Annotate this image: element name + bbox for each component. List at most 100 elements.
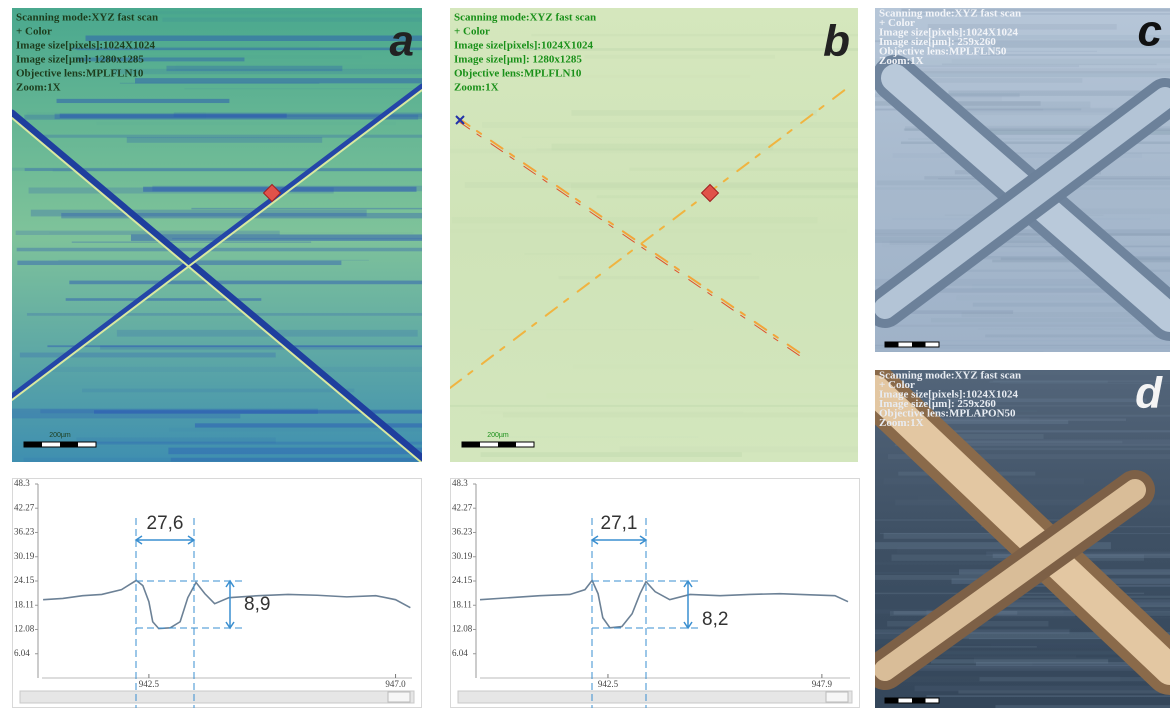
texture xyxy=(503,412,858,417)
texture xyxy=(571,110,816,116)
scale-bar xyxy=(912,342,926,347)
plot-frame xyxy=(451,479,860,708)
texture xyxy=(916,340,1170,341)
y-tick-label: 42.27 xyxy=(452,502,473,512)
texture xyxy=(131,234,422,240)
scrollbar xyxy=(20,691,414,703)
texture xyxy=(931,318,1170,322)
texture xyxy=(452,217,818,223)
y-tick-label: 18.11 xyxy=(14,599,34,609)
texture xyxy=(480,329,693,330)
y-tick-label: 48.3 xyxy=(14,478,30,488)
y-tick-label: 48.3 xyxy=(452,478,468,488)
scale-bar xyxy=(24,442,42,447)
scale-bar xyxy=(462,442,480,447)
panel-letter: b xyxy=(823,17,850,66)
texture xyxy=(536,181,797,183)
texture xyxy=(17,248,422,252)
texture xyxy=(952,59,1170,63)
scale-bar xyxy=(498,442,516,447)
texture xyxy=(185,88,422,89)
y-tick-label: 24.15 xyxy=(14,575,35,585)
x-tick-label: 947.0 xyxy=(385,679,406,689)
texture xyxy=(522,137,858,138)
scrollbar-thumb xyxy=(388,692,410,702)
texture xyxy=(912,663,1032,667)
overlay-text: Zoom:1X xyxy=(454,82,499,94)
texture xyxy=(17,261,341,265)
texture xyxy=(113,69,422,74)
texture xyxy=(502,436,699,438)
overlay-text: Zoom:1X xyxy=(879,55,924,67)
texture xyxy=(69,281,422,285)
overlay-text: Objective lens:MPLFLN10 xyxy=(454,68,582,80)
overlay-text: + Color xyxy=(16,26,52,38)
texture xyxy=(882,325,1150,327)
y-tick-label: 12.08 xyxy=(452,624,473,634)
y-tick-label: 12.08 xyxy=(14,624,35,634)
width-label: 27,1 xyxy=(601,513,638,534)
scale-bar xyxy=(885,342,899,347)
width-label: 27,6 xyxy=(147,513,184,534)
texture xyxy=(465,182,858,188)
y-tick-label: 24.15 xyxy=(452,575,473,585)
texture xyxy=(120,83,319,84)
texture xyxy=(875,676,1120,682)
micrograph: Scanning mode:XYZ fast scan+ ColorImage … xyxy=(12,8,422,462)
y-tick-label: 42.27 xyxy=(14,502,35,512)
texture xyxy=(24,458,422,462)
texture xyxy=(559,276,760,279)
x-tick-label: 947.9 xyxy=(812,679,833,689)
texture xyxy=(481,452,742,457)
scale-bar-label: 200µm xyxy=(487,432,509,439)
overlay-text: Objective lens:MPLFLN10 xyxy=(16,68,144,80)
x-tick-label: 942.5 xyxy=(139,679,160,689)
scrollbar-thumb xyxy=(826,692,848,702)
texture xyxy=(82,389,354,393)
scale-bar xyxy=(912,698,926,703)
texture xyxy=(12,409,318,414)
texture xyxy=(168,448,422,455)
y-tick-label: 30.19 xyxy=(452,551,473,561)
texture xyxy=(12,414,240,418)
texture xyxy=(926,695,1170,697)
panel-letter: a xyxy=(390,17,414,66)
plot-frame xyxy=(13,479,422,708)
y-tick-label: 36.23 xyxy=(452,527,473,537)
y-tick-label: 6.04 xyxy=(452,648,468,658)
texture xyxy=(72,242,311,243)
texture xyxy=(546,393,858,399)
texture xyxy=(40,135,422,138)
texture xyxy=(20,353,276,358)
overlay-text: + Color xyxy=(454,26,490,38)
texture xyxy=(524,253,751,254)
micrograph: Scanning mode:XYZ fast scan+ ColorImage … xyxy=(875,8,1170,352)
texture xyxy=(898,71,1170,77)
profile-chart: 48.342.2736.2330.1924.1518.1112.086.0494… xyxy=(12,478,422,708)
texture xyxy=(978,329,1170,330)
overlay-text: Zoom:1X xyxy=(16,82,61,94)
scale-bar-label: 200µm xyxy=(49,432,71,439)
texture xyxy=(49,367,422,372)
texture xyxy=(573,365,858,369)
figure: { "images": [ {"label": "a", "scale_bar"… xyxy=(0,0,1170,710)
overlay-text: Image size[pixels]:1024X1024 xyxy=(454,40,594,52)
overlay-text: Image size[µm]: 1280x1285 xyxy=(454,54,582,66)
texture xyxy=(985,335,1170,338)
texture xyxy=(57,99,230,103)
texture xyxy=(76,437,275,443)
texture xyxy=(629,168,858,171)
depth-label: 8,2 xyxy=(702,609,728,630)
texture xyxy=(61,213,422,218)
overlay-text: Zoom:1X xyxy=(879,417,924,429)
texture xyxy=(875,229,1170,236)
depth-label: 8,9 xyxy=(244,594,270,615)
texture xyxy=(191,208,422,209)
profile-chart: 48.342.2736.2330.1924.1518.1112.086.0494… xyxy=(450,478,860,708)
texture xyxy=(958,691,1170,694)
texture xyxy=(127,137,322,143)
texture xyxy=(135,78,422,83)
texture xyxy=(915,686,1170,692)
texture xyxy=(584,55,774,59)
texture xyxy=(597,195,858,198)
